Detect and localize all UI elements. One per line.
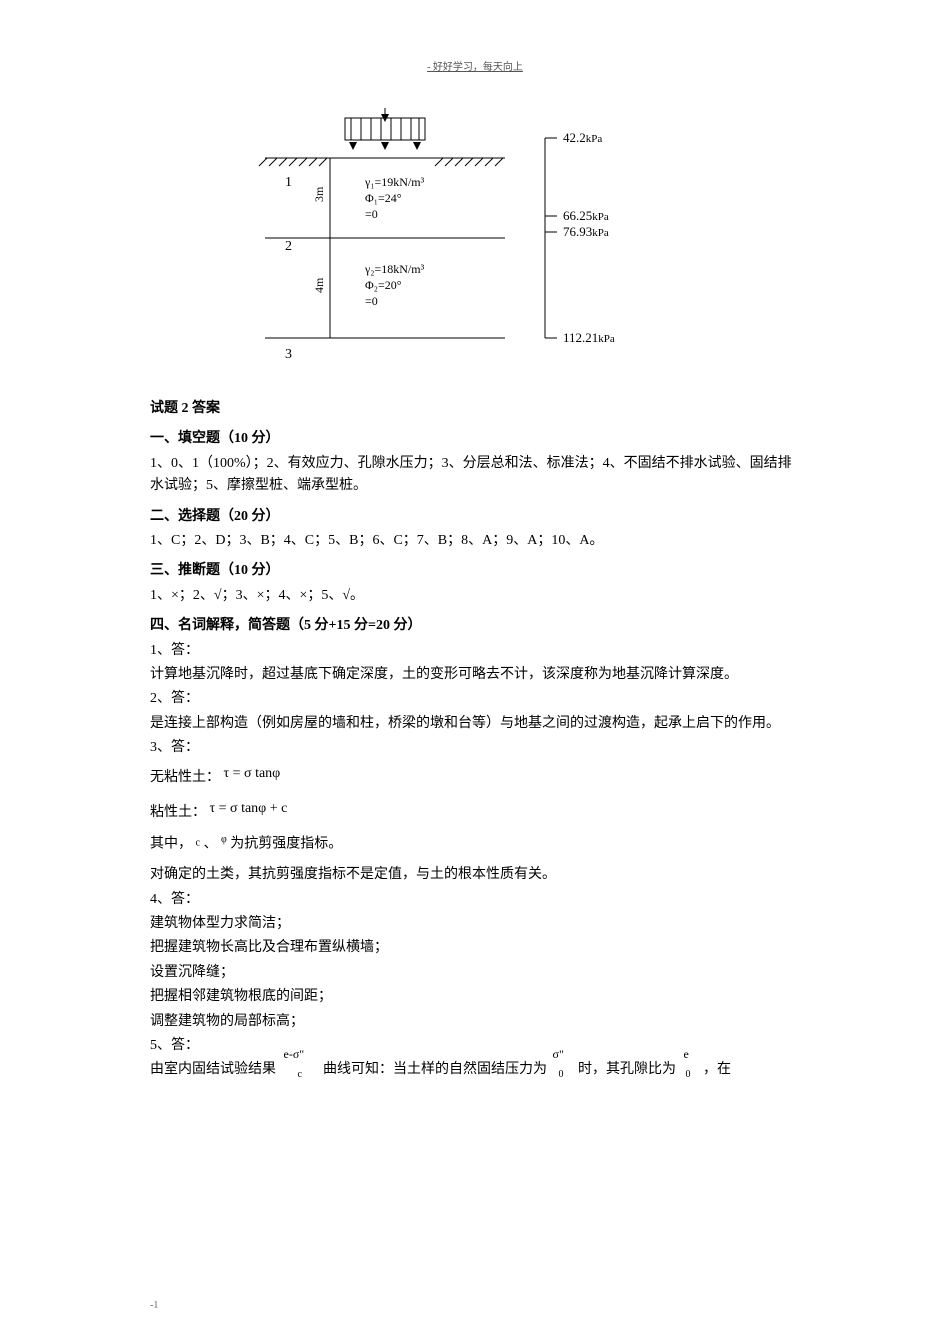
- section-2-body: 1、C；2、D；3、B；4、C；5、B；6、C；7、B；8、A；9、A；10、A…: [150, 530, 800, 552]
- q2-body: 是连接上部构造（例如房屋的墙和柱，桥梁的墩和台等）与地基之间的过渡构造，起承上启…: [150, 713, 800, 735]
- svg-text:76.93kPa: 76.93kPa: [563, 224, 609, 239]
- svg-text:112.21kPa: 112.21kPa: [563, 330, 615, 345]
- page-number: -1: [150, 1298, 158, 1314]
- svg-text:4m: 4m: [312, 277, 326, 293]
- q4-label: 4、答：: [150, 889, 800, 911]
- q4-l5: 调整建筑物的局部标高；: [150, 1011, 800, 1033]
- right-diagram: 42.2kPa 66.25kPa 76.93kPa 112.21kPa: [525, 108, 705, 368]
- q5-body: 由室内固结试验结果 e-σ" c 曲线可知：当土样的自然固结压力为 σ" 0 时…: [150, 1059, 800, 1083]
- section-1-body: 1、0、1（100%）；2、有效应力、孔隙水压力；3、分层总和法、标准法；4、不…: [150, 453, 800, 498]
- q5-label: 5、答：: [150, 1035, 800, 1057]
- soil-diagram: 1 2 3 3m 4m γ₁=19kN/m³ Φ₁=24° =0 γ₂=18kN…: [150, 108, 800, 368]
- svg-text:3: 3: [285, 347, 292, 362]
- svg-text:3m: 3m: [312, 186, 326, 202]
- q3-formula-1: 无粘性土： τ = σ tanφ: [150, 763, 800, 789]
- svg-text:γ₁=19kN/m³: γ₁=19kN/m³: [364, 175, 425, 189]
- section-2-title: 二、选择题（20 分）: [150, 506, 800, 528]
- svg-text:2: 2: [285, 239, 292, 254]
- page-header: - 好好学习，每天向上: [150, 60, 800, 78]
- section-3-body: 1、×；2、√；3、×；4、×；5、√。: [150, 585, 800, 607]
- q2-label: 2、答：: [150, 688, 800, 710]
- section-3-title: 三、推断题（10 分）: [150, 560, 800, 582]
- q1-body: 计算地基沉降时，超过基底下确定深度，土的变形可略去不计，该深度称为地基沉降计算深…: [150, 664, 800, 686]
- q4-l1: 建筑物体型力求简洁；: [150, 913, 800, 935]
- svg-text:γ₂=18kN/m³: γ₂=18kN/m³: [364, 262, 425, 276]
- svg-text:42.2kPa: 42.2kPa: [563, 130, 602, 145]
- section-4-title: 四、名词解释，简答题（5 分+15 分=20 分）: [150, 615, 800, 637]
- q4-l2: 把握建筑物长高比及合理布置纵横墙；: [150, 937, 800, 959]
- q4-l4: 把握相邻建筑物根底的间距；: [150, 986, 800, 1008]
- svg-text:Φ₁=24°: Φ₁=24°: [365, 191, 402, 205]
- answer-title: 试题 2 答案: [150, 398, 800, 420]
- svg-text:1: 1: [285, 175, 292, 190]
- q3-line3: 其中， c 、 φ 为抗剪强度指标。: [150, 832, 800, 856]
- svg-text:=0: =0: [365, 294, 378, 308]
- q3-label: 3、答：: [150, 737, 800, 759]
- left-diagram: 1 2 3 3m 4m γ₁=19kN/m³ Φ₁=24° =0 γ₂=18kN…: [245, 108, 505, 368]
- section-1-title: 一、填空题（10 分）: [150, 428, 800, 450]
- svg-text:=0: =0: [365, 207, 378, 221]
- q4-l3: 设置沉降缝；: [150, 962, 800, 984]
- q3-formula-2: 粘性土： τ = σ tanφ + c: [150, 798, 800, 824]
- svg-text:66.25kPa: 66.25kPa: [563, 208, 609, 223]
- q3-line4: 对确定的土类，其抗剪强度指标不是定值，与土的根本性质有关。: [150, 864, 800, 886]
- q1-label: 1、答：: [150, 640, 800, 662]
- svg-text:Φ₂=20°: Φ₂=20°: [365, 278, 402, 292]
